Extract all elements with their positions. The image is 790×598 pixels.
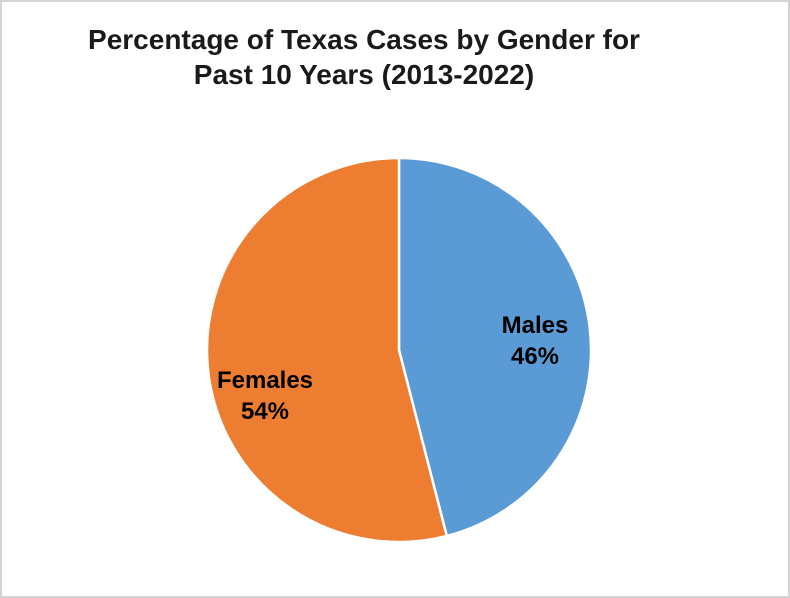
slice-label-males-value: 46% [510, 343, 560, 370]
chart-title-line-2: Past 10 Years (2013-2022) [193, 59, 535, 90]
chart-title-line-1: Percentage of Texas Cases by Gender for [88, 24, 640, 55]
pie-slice-females [205, 156, 448, 544]
slice-label-females-name: Females [216, 367, 314, 394]
slice-label-females-value: 54% [240, 398, 290, 425]
slice-label-males-name: Males [501, 312, 569, 339]
slice-label-females: Females 54% [217, 365, 313, 427]
chart-title: Percentage of Texas Cases by Gender for … [2, 22, 726, 92]
pie-slice-males [397, 156, 593, 538]
slice-label-males: Males 46% [502, 310, 569, 372]
